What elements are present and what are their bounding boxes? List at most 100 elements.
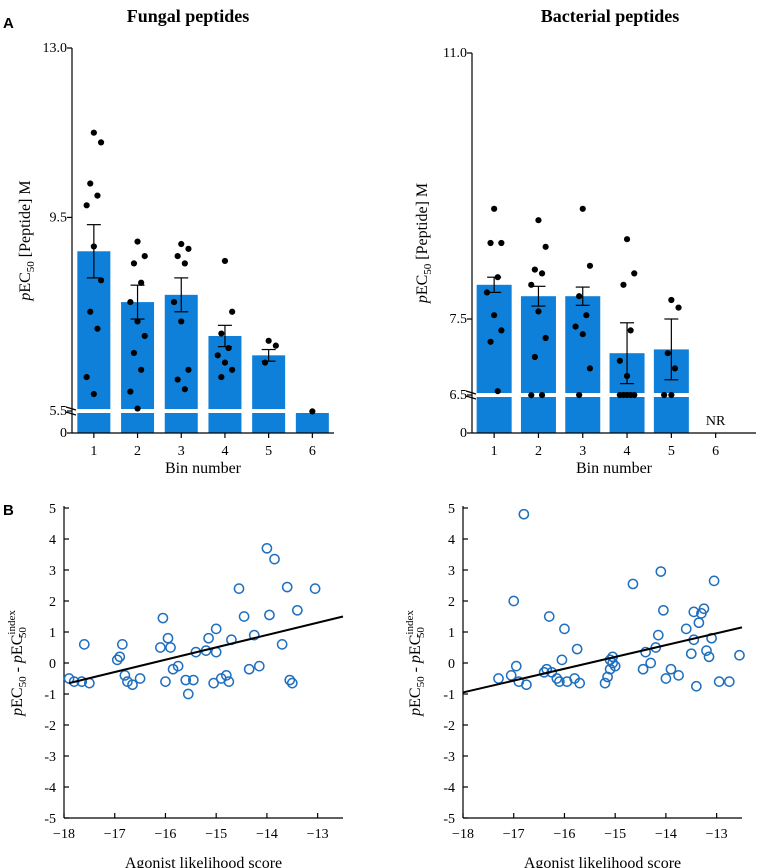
data-point <box>698 603 710 615</box>
fungal-bar-chart: Fungal peptides 0 5.5 9.5 13.0 1 2 3 4 5 6 Bin numb… <box>17 6 334 477</box>
data-point <box>494 274 501 281</box>
data-point <box>114 651 126 663</box>
y-tick-label: 5 <box>49 502 56 517</box>
data-point <box>269 553 280 565</box>
data-point <box>494 388 501 395</box>
axis-break-band <box>73 409 333 413</box>
y-tick-label: 0 <box>60 426 67 441</box>
data-point <box>272 342 279 349</box>
data-point <box>535 308 542 315</box>
x-tick-label: −15 <box>604 827 626 842</box>
data-point <box>182 688 194 700</box>
data-point <box>487 338 494 345</box>
data-point <box>579 331 586 338</box>
y-tick-label: 4 <box>448 533 455 548</box>
data-point <box>665 663 677 675</box>
y-axis-label: pEC50 - pECindex50 <box>404 610 427 717</box>
data-point <box>203 632 214 644</box>
data-point <box>535 217 542 224</box>
x-tick-label: 6 <box>712 444 719 459</box>
data-point <box>138 366 145 373</box>
x-tick-label: −17 <box>503 827 525 842</box>
data-point <box>661 391 668 399</box>
data-point <box>238 611 250 622</box>
data-point <box>508 595 520 607</box>
data-point <box>680 623 692 635</box>
data-point <box>291 604 303 616</box>
data-point <box>572 323 579 330</box>
data-point <box>116 639 128 650</box>
data-point <box>180 674 192 686</box>
bar-3 <box>565 296 601 433</box>
data-point <box>78 639 90 650</box>
data-point <box>134 318 141 325</box>
data-point <box>538 270 546 277</box>
x-tick-label: −18 <box>53 827 75 842</box>
y-tick-label: -5 <box>443 812 455 827</box>
data-point <box>87 308 94 315</box>
data-point <box>609 660 621 672</box>
trend-line <box>68 615 344 685</box>
y-tick-label: 1 <box>49 626 56 641</box>
x-tick-label: −13 <box>307 827 329 842</box>
data-point <box>119 670 131 681</box>
data-point <box>134 238 141 245</box>
bacterial-scatter-plot: -5 -4 -3 -2 -1 0 1 2 3 4 5 −18 −17 −16 −15 −14 −13 Agonis… <box>404 502 745 868</box>
data-point <box>571 643 583 655</box>
data-point <box>559 623 570 635</box>
data-point <box>675 304 682 311</box>
y-tick-label: 0 <box>448 657 455 672</box>
data-point <box>574 677 586 689</box>
data-point <box>248 629 260 641</box>
data-point <box>538 392 546 399</box>
data-point <box>703 651 715 663</box>
data-point <box>261 359 269 366</box>
data-point <box>134 673 146 684</box>
data-point <box>627 327 634 334</box>
data-point <box>157 612 169 624</box>
data-point <box>218 330 225 337</box>
data-point <box>265 337 272 344</box>
y-tick-label: 4 <box>49 533 56 548</box>
data-point <box>220 670 232 681</box>
data-point <box>94 192 101 199</box>
data-point <box>281 581 293 593</box>
data-point <box>178 318 185 325</box>
data-point <box>660 673 672 684</box>
data-point <box>188 674 199 686</box>
data-point <box>127 679 138 691</box>
x-tick-label: −18 <box>452 827 474 842</box>
data-point <box>487 239 494 247</box>
y-tick-label: -3 <box>443 750 455 765</box>
y-tick-label: -2 <box>44 719 56 734</box>
data-point <box>616 357 623 364</box>
data-point <box>229 366 236 373</box>
bar-1 <box>77 251 111 433</box>
data-point <box>673 670 684 681</box>
y-tick-label: 3 <box>49 564 56 579</box>
data-point <box>181 386 188 393</box>
y-axis-label: pEC50 [Peptide] M <box>17 180 37 301</box>
x-tick-label: −15 <box>205 827 227 842</box>
data-point <box>510 660 522 672</box>
x-tick-label: −16 <box>554 827 576 842</box>
y-tick-label: -3 <box>44 750 56 765</box>
data-point <box>138 279 145 286</box>
x-tick-label: 4 <box>221 444 228 459</box>
y-tick-label: 5.5 <box>50 404 68 419</box>
break-mark <box>65 406 77 411</box>
break-mark <box>465 395 477 400</box>
bar-4 <box>208 335 242 433</box>
bar-2 <box>520 296 556 433</box>
data-point <box>141 253 148 260</box>
data-point <box>233 583 245 594</box>
x-axis-label: Bin number <box>576 460 653 477</box>
fungal-scatter-plot: -5 -4 -3 -2 -1 0 1 2 3 4 5 −18 −17 −16 −15 −14 −13 Agonis… <box>6 502 344 868</box>
data-point <box>130 260 138 267</box>
missing-label: NR <box>706 414 726 429</box>
data-point <box>542 243 549 250</box>
data-point <box>576 293 583 300</box>
data-point <box>645 657 657 669</box>
data-point <box>174 253 181 260</box>
data-point <box>97 139 105 146</box>
